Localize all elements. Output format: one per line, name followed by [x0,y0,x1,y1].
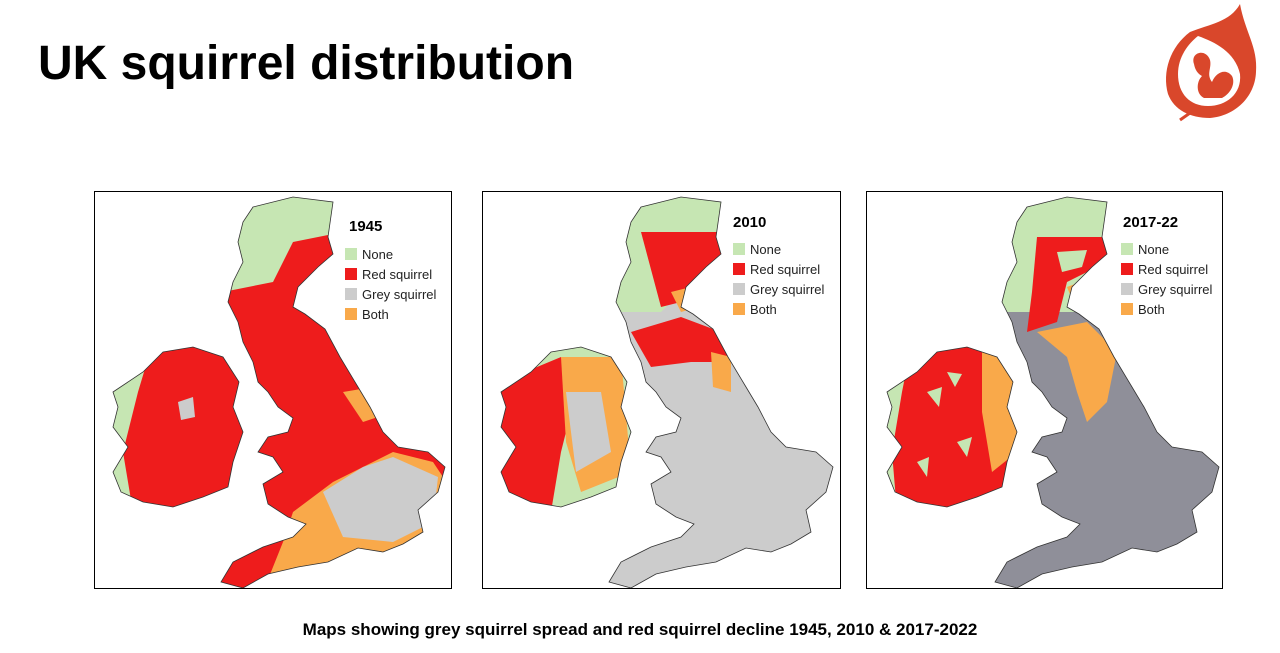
legend-swatch-both [345,308,357,320]
legend-swatch-red [345,268,357,280]
legend-swatch-both [1121,303,1133,315]
map-year: 2010 [733,214,767,231]
map-legend: None Red squirrel Grey squirrel Both [345,244,436,324]
coastline [994,196,1220,588]
distribution-area [631,317,731,367]
legend-swatch-none [733,243,745,255]
distribution-area [1037,322,1117,422]
distribution-area [917,372,972,477]
legend-label: Red squirrel [750,261,821,277]
map-legend: None Red squirrel Grey squirrel Both [733,239,824,319]
distribution-area [501,357,576,507]
legend-label: None [1138,241,1170,257]
legend-label: None [750,241,782,257]
coastline [886,346,1018,508]
legend-label: None [362,246,394,262]
legend-label: Grey squirrel [1138,281,1213,297]
map-2010 [500,196,834,588]
legend-swatch-both [733,303,745,315]
distribution-area [113,347,243,507]
map-legend: None Red squirrel Grey squirrel Both [1121,239,1212,319]
distribution-area [113,347,153,507]
legend-swatch-grey [733,283,745,295]
ireland-region [887,347,1017,507]
map-panel-2010: 2010 None Red squirrel Grey squirrel Bot… [482,191,841,589]
coastline [112,346,244,508]
slide-caption: Maps showing grey squirrel spread and re… [302,620,978,639]
legend-label: Grey squirrel [750,281,825,297]
distribution-area [711,352,731,392]
distribution-area [178,397,195,420]
distribution-area [887,347,912,507]
legend-label: Red squirrel [1138,261,1209,277]
distribution-area [1027,237,1112,332]
distribution-area [1057,250,1087,272]
legend-swatch-none [1121,243,1133,255]
map-year: 2017-22 [1123,214,1179,231]
legend-label: Both [750,301,777,317]
coastline [500,346,632,508]
coastline [608,196,834,588]
map-1945 [112,196,446,588]
legend-label: Red squirrel [362,266,433,282]
coastline [220,196,446,588]
legend-swatch-red [733,263,745,275]
distribution-area [323,457,438,542]
distribution-area [887,347,1017,507]
distribution-area [223,197,343,292]
legend-swatch-none [345,248,357,260]
slide-title: UK squirrel distribution [38,37,575,90]
legend-label: Grey squirrel [362,286,437,302]
legend-swatch-grey [1121,283,1133,295]
ireland-region [501,347,631,507]
legend-swatch-red [1121,263,1133,275]
legend-label: Both [362,306,389,322]
distribution-area [982,352,1017,472]
map-panel-1945: 1945 None Red squirrel Grey squirrel Bot… [94,191,452,589]
legend-swatch-grey [345,288,357,300]
distribution-area [566,392,611,472]
red-squirrel-leaf-logo [1166,4,1257,122]
map-2017-22 [886,196,1220,588]
ireland-region [113,347,243,507]
legend-label: Both [1138,301,1165,317]
map-year: 1945 [349,218,383,235]
map-panel-2017-22: 2017-22 None Red squirrel Grey squirrel … [866,191,1223,589]
